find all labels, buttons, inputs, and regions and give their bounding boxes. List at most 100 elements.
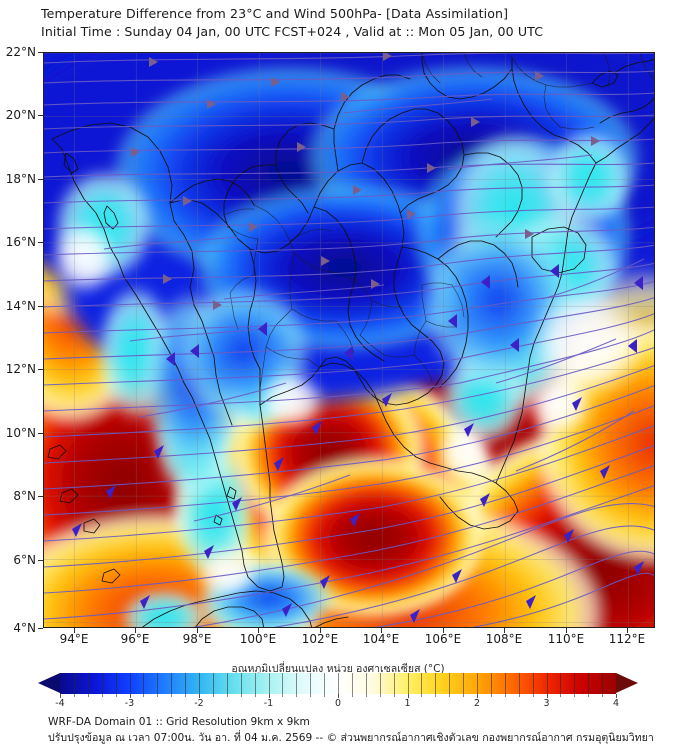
xtick-mark bbox=[74, 628, 75, 633]
title-block: Temperature Difference from 23°C and Win… bbox=[41, 5, 661, 41]
ytick-label: 14°N bbox=[5, 299, 36, 313]
colorbar-minor-tick bbox=[574, 694, 576, 697]
colorbar-title: อุณหภูมิเปลี่ยนแปลง หน่วย องศาเซลเซียส (… bbox=[231, 663, 445, 675]
colorbar-tick-label: 3 bbox=[543, 698, 550, 709]
colorbar-minor-tick bbox=[101, 694, 103, 697]
colorbar-band-separator bbox=[463, 673, 465, 694]
colorbar-major-tick bbox=[268, 694, 270, 698]
colorbar-tick-label: 0 bbox=[334, 698, 342, 709]
page-title: Temperature Difference from 23°C and Win… bbox=[41, 6, 509, 21]
colorbar-minor-tick bbox=[379, 694, 381, 697]
xtick-label: 112°E bbox=[608, 632, 646, 646]
colorbar-minor-tick bbox=[602, 694, 604, 697]
ytick-label: 8°N bbox=[13, 489, 36, 503]
colorbar-band-separator bbox=[421, 673, 423, 694]
colorbar-band-separator bbox=[226, 673, 228, 694]
xtick-label: 100°E bbox=[239, 632, 277, 646]
colorbar-body bbox=[60, 673, 616, 694]
colorbar-band-separator bbox=[324, 673, 326, 694]
colorbar-band-separator bbox=[435, 673, 437, 694]
colorbar-major-tick bbox=[616, 694, 617, 698]
ytick-mark bbox=[38, 179, 43, 180]
colorbar-minor-tick bbox=[240, 694, 242, 697]
colorbar-minor-tick bbox=[212, 694, 214, 697]
colorbar-band-separator bbox=[73, 673, 75, 694]
colorbar-minor-tick bbox=[296, 694, 298, 697]
colorbar-tick-label: 1 bbox=[404, 698, 411, 709]
colorbar-minor-tick bbox=[463, 694, 465, 697]
colorbar-band-separator bbox=[351, 673, 353, 694]
colorbar-minor-tick bbox=[532, 694, 534, 697]
colorbar-minor-tick bbox=[393, 694, 395, 697]
footer-block: WRF-DA Domain 01 :: Grid Resolution 9km … bbox=[48, 714, 668, 746]
colorbar-band-separator bbox=[310, 673, 312, 694]
colorbar-over-arrow bbox=[616, 673, 638, 693]
footer-domain-info: WRF-DA Domain 01 :: Grid Resolution 9km … bbox=[48, 716, 310, 728]
xtick-mark bbox=[627, 628, 628, 633]
colorbar-under-arrow bbox=[38, 673, 60, 693]
colorbar-major-tick bbox=[199, 694, 200, 698]
colorbar-band-separator bbox=[129, 673, 131, 694]
colorbar-major-tick bbox=[477, 694, 478, 698]
colorbar-minor-tick bbox=[449, 694, 451, 697]
colorbar-band-separator bbox=[504, 673, 506, 694]
colorbar-minor-tick bbox=[157, 694, 159, 697]
colorbar-band-separator bbox=[254, 673, 256, 694]
colorbar-band-separator bbox=[143, 673, 145, 694]
ytick-mark bbox=[38, 628, 43, 629]
colorbar-band-separator bbox=[518, 673, 520, 694]
colorbar-minor-tick bbox=[421, 694, 423, 697]
colorbar-band-separator bbox=[379, 673, 381, 694]
ytick-mark bbox=[38, 560, 43, 561]
colorbar-minor-tick bbox=[504, 694, 506, 697]
colorbar-minor-tick bbox=[490, 694, 492, 697]
colorbar-minor-tick bbox=[171, 694, 173, 697]
colorbar-band-separator bbox=[365, 673, 367, 694]
colorbar-band-separator bbox=[268, 673, 270, 694]
colorbar-minor-tick bbox=[435, 694, 437, 697]
colorbar-tick-label: -2 bbox=[194, 698, 204, 709]
xtick-label: 106°E bbox=[424, 632, 462, 646]
colorbar-band-separator bbox=[588, 673, 590, 694]
colorbar-band-separator bbox=[490, 673, 492, 694]
colorbar-band-separator bbox=[296, 673, 298, 694]
colorbar-minor-tick bbox=[143, 694, 145, 697]
colorbar-band-separator bbox=[101, 673, 103, 694]
colorbar-minor-tick bbox=[87, 694, 89, 697]
ytick-label: 22°N bbox=[5, 45, 36, 59]
colorbar-minor-tick bbox=[588, 694, 590, 697]
colorbar-band-separator bbox=[393, 673, 395, 694]
colorbar-band-separator bbox=[449, 673, 451, 694]
colorbar-major-tick bbox=[60, 694, 61, 698]
colorbar-minor-tick bbox=[185, 694, 187, 697]
xtick-label: 94°E bbox=[59, 632, 89, 646]
colorbar-tick-label: -1 bbox=[263, 698, 274, 709]
ytick-label: 6°N bbox=[13, 553, 36, 567]
colorbar-minor-tick bbox=[324, 694, 326, 697]
colorbar-minor-tick bbox=[560, 694, 562, 697]
colorbar-minor-tick bbox=[254, 694, 256, 697]
ytick-label: 16°N bbox=[5, 235, 36, 249]
xtick-mark bbox=[320, 628, 321, 633]
colorbar-band-separator bbox=[407, 673, 409, 694]
colorbar-tick-label: -4 bbox=[55, 698, 65, 709]
colorbar-minor-tick bbox=[310, 694, 312, 697]
xtick-mark bbox=[381, 628, 382, 633]
colorbar-major-tick bbox=[129, 694, 131, 698]
colorbar-band-separator bbox=[240, 673, 242, 694]
ytick-label: 20°N bbox=[5, 108, 36, 122]
colorbar-minor-tick bbox=[365, 694, 367, 697]
colorbar-tick-label: 2 bbox=[473, 698, 481, 709]
xtick-label: 108°E bbox=[485, 632, 523, 646]
coastline-and-border-layer bbox=[47, 53, 654, 627]
ytick-label: 10°N bbox=[5, 426, 36, 440]
colorbar-major-tick bbox=[407, 694, 409, 698]
ytick-mark bbox=[38, 306, 43, 307]
colorbar-minor-tick bbox=[115, 694, 117, 697]
colorbar-band-separator bbox=[171, 673, 173, 694]
colorbar-band-separator bbox=[87, 673, 89, 694]
footer-credit: ปรับปรุงข้อมูล ณ เวลา 07:00น. วัน อา. ที… bbox=[48, 732, 654, 744]
ytick-label: 18°N bbox=[5, 172, 36, 186]
ytick-mark bbox=[38, 52, 43, 53]
colorbar-band-separator bbox=[574, 673, 576, 694]
